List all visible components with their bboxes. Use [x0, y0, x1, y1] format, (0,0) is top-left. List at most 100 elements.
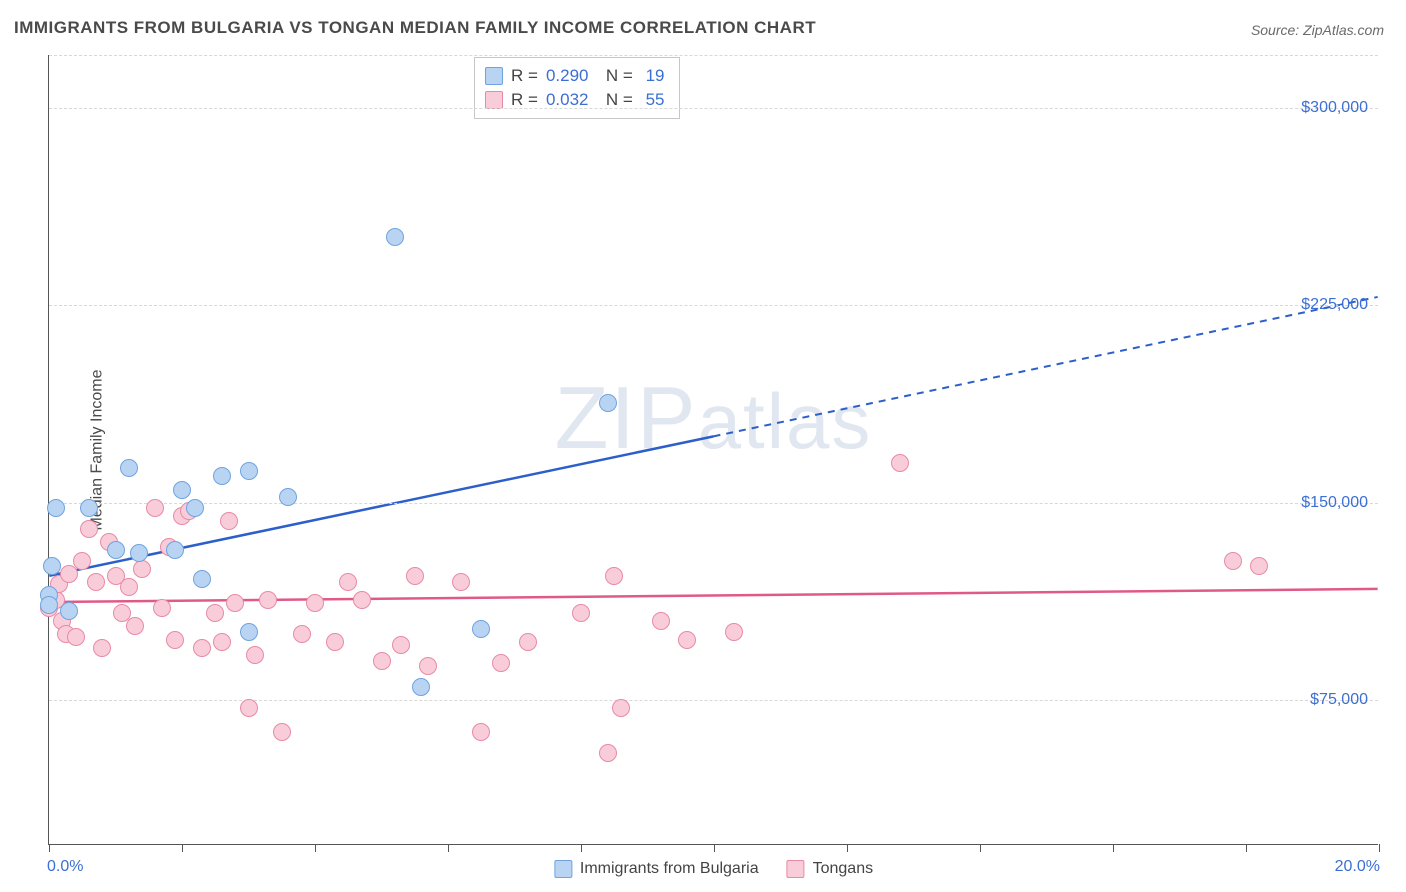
x-tick [714, 844, 715, 852]
scatter-point [73, 552, 91, 570]
scatter-point [472, 723, 490, 741]
scatter-point [43, 557, 61, 575]
legend-label: Tongans [813, 860, 874, 878]
x-tick [581, 844, 582, 852]
legend-item: Immigrants from Bulgaria [554, 860, 759, 878]
scatter-point [572, 604, 590, 622]
watermark-post: atlas [698, 377, 873, 465]
scatter-point [452, 573, 470, 591]
scatter-point [293, 625, 311, 643]
scatter-point [240, 623, 258, 641]
scatter-point [166, 541, 184, 559]
legend-swatch [485, 91, 503, 109]
legend-n-value: 19 [641, 64, 665, 88]
trend-line [49, 589, 1377, 602]
gridline [49, 55, 1378, 56]
x-tick [448, 844, 449, 852]
legend-item: Tongans [787, 860, 874, 878]
scatter-point [519, 633, 537, 651]
gridline [49, 305, 1378, 306]
scatter-point [80, 520, 98, 538]
scatter-point [279, 488, 297, 506]
scatter-point [173, 481, 191, 499]
scatter-point [652, 612, 670, 630]
scatter-point [213, 467, 231, 485]
scatter-point [326, 633, 344, 651]
legend-row: R = 0.290 N = 19 [485, 64, 665, 88]
x-tick [1246, 844, 1247, 852]
scatter-point [206, 604, 224, 622]
stats-legend: R = 0.290 N = 19R = 0.032 N = 55 [474, 57, 680, 119]
scatter-point [60, 565, 78, 583]
y-tick-label: $300,000 [1301, 99, 1368, 117]
scatter-point [240, 699, 258, 717]
scatter-point [412, 678, 430, 696]
scatter-point [392, 636, 410, 654]
scatter-point [47, 499, 65, 517]
scatter-point [273, 723, 291, 741]
trend-line-dashed [714, 297, 1378, 436]
scatter-point [306, 594, 324, 612]
scatter-point [193, 570, 211, 588]
scatter-point [130, 544, 148, 562]
y-tick-label: $75,000 [1310, 691, 1368, 709]
scatter-point [240, 462, 258, 480]
scatter-point [1250, 557, 1268, 575]
scatter-point [120, 578, 138, 596]
legend-swatch [554, 860, 572, 878]
scatter-point [126, 617, 144, 635]
scatter-point [353, 591, 371, 609]
x-tick [182, 844, 183, 852]
scatter-point [492, 654, 510, 672]
scatter-point [386, 228, 404, 246]
gridline [49, 108, 1378, 109]
scatter-point [605, 567, 623, 585]
x-tick [1379, 844, 1380, 852]
scatter-point [599, 744, 617, 762]
gridline [49, 503, 1378, 504]
scatter-point [725, 623, 743, 641]
x-axis-min-label: 0.0% [47, 858, 83, 876]
scatter-point [472, 620, 490, 638]
scatter-point [133, 560, 151, 578]
scatter-point [107, 541, 125, 559]
source-label: Source: ZipAtlas.com [1251, 22, 1384, 38]
scatter-point [419, 657, 437, 675]
scatter-point [1224, 552, 1242, 570]
y-tick-label: $225,000 [1301, 296, 1368, 314]
y-tick-label: $150,000 [1301, 494, 1368, 512]
trend-lines-layer [49, 55, 1378, 844]
scatter-point [146, 499, 164, 517]
scatter-point [259, 591, 277, 609]
x-tick [1113, 844, 1114, 852]
scatter-point [153, 599, 171, 617]
scatter-point [226, 594, 244, 612]
legend-swatch [485, 67, 503, 85]
x-tick [49, 844, 50, 852]
legend-label: Immigrants from Bulgaria [580, 860, 759, 878]
scatter-point [891, 454, 909, 472]
scatter-point [120, 459, 138, 477]
scatter-point [220, 512, 238, 530]
scatter-point [373, 652, 391, 670]
scatter-point [67, 628, 85, 646]
x-tick [847, 844, 848, 852]
legend-swatch [787, 860, 805, 878]
watermark-pre: ZIP [555, 368, 698, 467]
scatter-point [678, 631, 696, 649]
scatter-point [246, 646, 264, 664]
legend-r-label: R = [511, 64, 538, 88]
scatter-point [406, 567, 424, 585]
scatter-point [166, 631, 184, 649]
scatter-point [213, 633, 231, 651]
scatter-point [80, 499, 98, 517]
scatter-point [193, 639, 211, 657]
scatter-point [93, 639, 111, 657]
series-legend: Immigrants from Bulgaria Tongans [554, 860, 873, 878]
x-tick [980, 844, 981, 852]
plot-area: Median Family Income ZIPatlas R = 0.290 … [48, 55, 1378, 845]
x-tick [315, 844, 316, 852]
legend-r-value: 0.290 [546, 64, 589, 88]
scatter-point [339, 573, 357, 591]
x-axis-max-label: 20.0% [1335, 858, 1380, 876]
